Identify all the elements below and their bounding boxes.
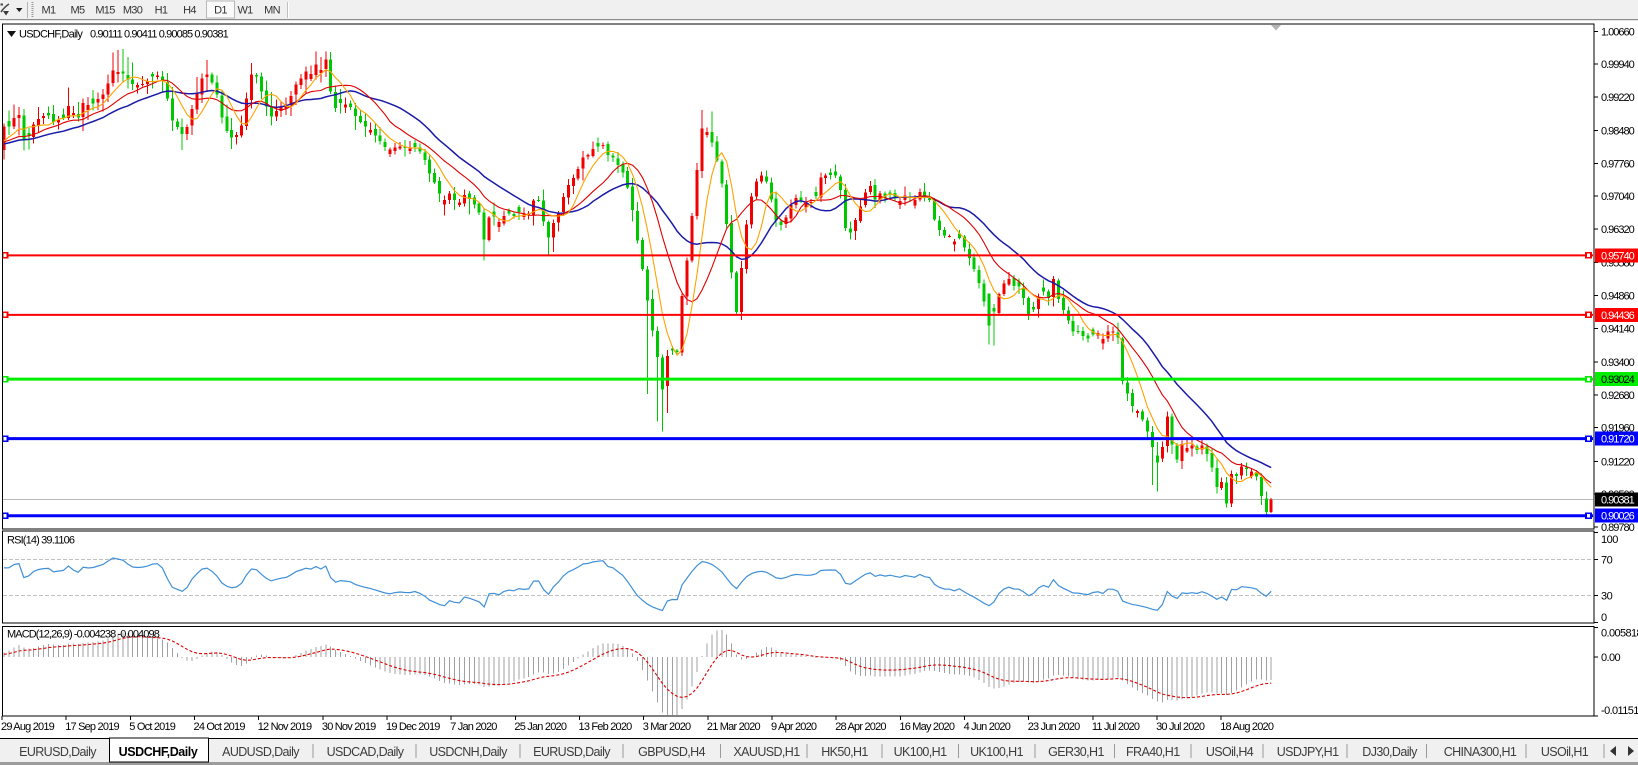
svg-text:11 Jul 2020: 11 Jul 2020 bbox=[1092, 721, 1140, 733]
svg-text:21 Mar 2020: 21 Mar 2020 bbox=[707, 721, 761, 733]
svg-text:0.92680: 0.92680 bbox=[1601, 390, 1635, 402]
svg-text:0.94140: 0.94140 bbox=[1601, 323, 1635, 335]
svg-text:0.005818: 0.005818 bbox=[1601, 628, 1638, 640]
svg-text:H4: H4 bbox=[183, 5, 196, 17]
svg-text:1.00660: 1.00660 bbox=[1601, 26, 1635, 38]
svg-text:M30: M30 bbox=[123, 5, 143, 17]
svg-text:0.94436: 0.94436 bbox=[1601, 310, 1635, 322]
svg-text:0.93400: 0.93400 bbox=[1601, 357, 1635, 369]
svg-text:RSI(14) 39.1106: RSI(14) 39.1106 bbox=[7, 535, 75, 547]
svg-text:M15: M15 bbox=[95, 5, 115, 17]
svg-text:25 Jan 2020: 25 Jan 2020 bbox=[514, 721, 566, 733]
svg-text:17 Sep 2019: 17 Sep 2019 bbox=[65, 721, 119, 733]
svg-text:GBPUSD,H4: GBPUSD,H4 bbox=[638, 745, 705, 759]
svg-text:USOil,H1: USOil,H1 bbox=[1541, 745, 1589, 759]
svg-text:USDCAD,Daily: USDCAD,Daily bbox=[327, 745, 405, 759]
svg-text:FRA40,H1: FRA40,H1 bbox=[1126, 745, 1180, 759]
svg-text:7 Jan 2020: 7 Jan 2020 bbox=[450, 721, 497, 733]
svg-text:DJ30,Daily: DJ30,Daily bbox=[1362, 745, 1418, 759]
svg-text:0.94860: 0.94860 bbox=[1601, 291, 1635, 303]
svg-text:28 Apr 2020: 28 Apr 2020 bbox=[835, 721, 886, 733]
svg-text:19 Dec 2019: 19 Dec 2019 bbox=[386, 721, 440, 733]
svg-text:D1: D1 bbox=[214, 5, 227, 17]
svg-text:HK50,H1: HK50,H1 bbox=[821, 745, 868, 759]
svg-text:CHINA300,H1: CHINA300,H1 bbox=[1444, 745, 1517, 759]
svg-text:30: 30 bbox=[1601, 591, 1613, 603]
svg-text:H1: H1 bbox=[155, 5, 168, 17]
svg-text:USDCNH,Daily: USDCNH,Daily bbox=[429, 745, 508, 759]
svg-text:0.89780: 0.89780 bbox=[1601, 522, 1635, 534]
svg-text:23 Jun 2020: 23 Jun 2020 bbox=[1028, 721, 1080, 733]
svg-text:MN: MN bbox=[264, 5, 280, 17]
svg-text:EURUSD,Daily: EURUSD,Daily bbox=[533, 745, 611, 759]
svg-text:MACD(12,26,9) -0.004238 -0.004: MACD(12,26,9) -0.004238 -0.004098 bbox=[7, 629, 160, 641]
svg-text:3 Mar 2020: 3 Mar 2020 bbox=[643, 721, 691, 733]
svg-text:4 Jun 2020: 4 Jun 2020 bbox=[964, 721, 1011, 733]
svg-text:16 May 2020: 16 May 2020 bbox=[899, 721, 954, 733]
svg-text:M1: M1 bbox=[42, 5, 56, 17]
svg-text:-0.011514: -0.011514 bbox=[1601, 705, 1638, 717]
svg-text:USDCHF,Daily: USDCHF,Daily bbox=[19, 29, 83, 41]
svg-text:W1: W1 bbox=[237, 5, 253, 17]
svg-text:0.91720: 0.91720 bbox=[1601, 434, 1635, 446]
svg-text:0.96320: 0.96320 bbox=[1601, 224, 1635, 236]
svg-text:18 Aug 2020: 18 Aug 2020 bbox=[1220, 721, 1274, 733]
svg-text:0.90381: 0.90381 bbox=[1601, 495, 1635, 507]
svg-text:29 Aug 2019: 29 Aug 2019 bbox=[1, 721, 55, 733]
svg-text:0.99940: 0.99940 bbox=[1601, 59, 1635, 71]
svg-text:30 Jul 2020: 30 Jul 2020 bbox=[1156, 721, 1205, 733]
svg-text:100: 100 bbox=[1601, 534, 1618, 546]
svg-text:70: 70 bbox=[1601, 555, 1613, 567]
svg-text:GER30,H1: GER30,H1 bbox=[1048, 745, 1104, 759]
svg-text:AUDUSD,Daily: AUDUSD,Daily bbox=[222, 745, 300, 759]
svg-text:0.00: 0.00 bbox=[1601, 652, 1620, 664]
svg-text:0.98480: 0.98480 bbox=[1601, 126, 1635, 138]
svg-text:24 Oct 2019: 24 Oct 2019 bbox=[194, 721, 246, 733]
svg-text:USDJPY,H1: USDJPY,H1 bbox=[1277, 745, 1339, 759]
svg-text:USDCHF,Daily: USDCHF,Daily bbox=[119, 745, 198, 759]
svg-text:13 Feb 2020: 13 Feb 2020 bbox=[579, 721, 633, 733]
svg-text:USOil,H4: USOil,H4 bbox=[1206, 745, 1254, 759]
svg-text:9 Apr 2020: 9 Apr 2020 bbox=[771, 721, 817, 733]
svg-text:0.93024: 0.93024 bbox=[1601, 374, 1635, 386]
svg-text:XAUUSD,H1: XAUUSD,H1 bbox=[733, 745, 800, 759]
svg-text:0.95740: 0.95740 bbox=[1601, 250, 1635, 262]
svg-text:UK100,H1: UK100,H1 bbox=[894, 745, 948, 759]
svg-text:12 Nov 2019: 12 Nov 2019 bbox=[258, 721, 312, 733]
svg-text:0.97040: 0.97040 bbox=[1601, 191, 1635, 203]
svg-text:0.97760: 0.97760 bbox=[1601, 158, 1635, 170]
svg-text:0.99220: 0.99220 bbox=[1601, 92, 1635, 104]
svg-text:0.90111 0.90411 0.90085 0.9038: 0.90111 0.90411 0.90085 0.90381 bbox=[90, 29, 229, 41]
svg-text:5 Oct 2019: 5 Oct 2019 bbox=[129, 721, 175, 733]
svg-text:0.91220: 0.91220 bbox=[1601, 456, 1635, 468]
svg-text:30 Nov 2019: 30 Nov 2019 bbox=[322, 721, 376, 733]
svg-text:0.90026: 0.90026 bbox=[1601, 511, 1635, 523]
svg-text:EURUSD,Daily: EURUSD,Daily bbox=[19, 745, 97, 759]
svg-text:0: 0 bbox=[1601, 612, 1607, 624]
svg-text:UK100,H1: UK100,H1 bbox=[970, 745, 1024, 759]
svg-text:M5: M5 bbox=[71, 5, 85, 17]
